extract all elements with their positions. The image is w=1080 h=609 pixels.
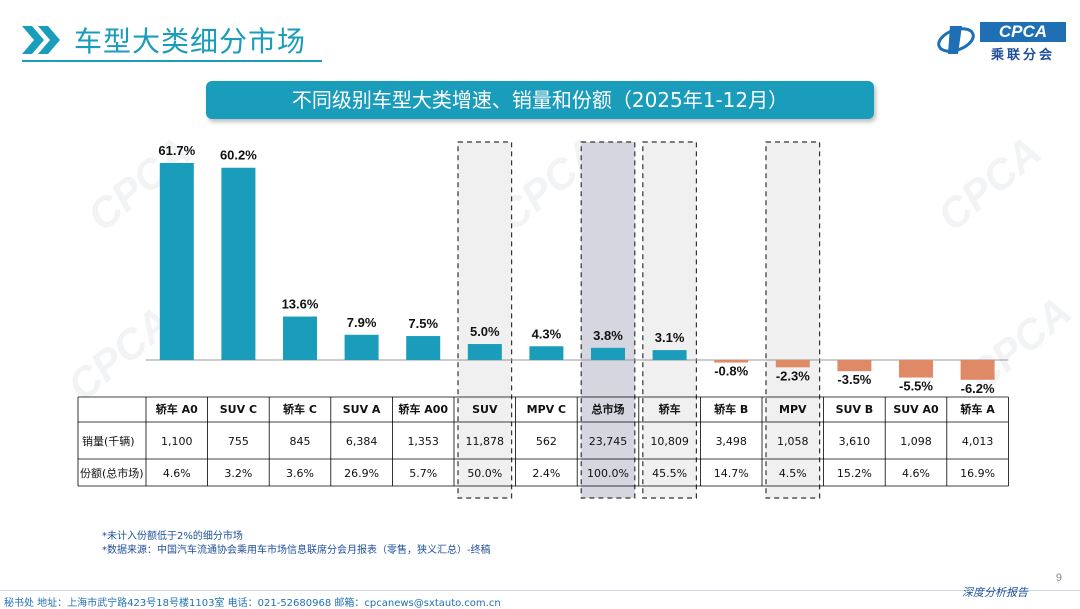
table-header-6: MPV C: [527, 403, 566, 416]
table-header-7: 总市场: [592, 402, 625, 416]
table-sales-7: 23,745: [589, 435, 628, 448]
table-header-8: 轿车: [659, 402, 681, 416]
highlight-box-8: [642, 141, 697, 499]
table-share-4: 5.7%: [409, 467, 437, 480]
bar-0: [159, 162, 194, 360]
table-header-11: SUV B: [836, 403, 874, 416]
data-label-1: 60.2%: [220, 148, 257, 163]
table-sales-1: 755: [228, 435, 249, 448]
data-label-9: -0.8%: [714, 364, 748, 379]
table-header-13: 轿车 A: [960, 402, 995, 416]
table-sales-10: 1,058: [777, 435, 809, 448]
table-header-3: SUV A: [343, 403, 381, 416]
data-label-10: -2.3%: [776, 368, 810, 383]
bar-8: [652, 350, 687, 360]
table-sales-2: 845: [290, 435, 311, 448]
table-share-3: 26.9%: [344, 467, 379, 480]
logo-emblem-icon: [937, 26, 975, 54]
table-header-1: SUV C: [220, 403, 257, 416]
data-label-7: 3.8%: [593, 328, 623, 343]
table-share-0: 4.6%: [163, 467, 191, 480]
table-share-11: 15.2%: [837, 467, 872, 480]
table-share-6: 2.4%: [532, 467, 560, 480]
highlight-box-10: [765, 141, 821, 499]
data-label-2: 13.6%: [282, 297, 319, 312]
table-share-9: 14.7%: [714, 467, 749, 480]
page-header: 车型大类细分市场: [22, 20, 306, 60]
footnote-share: *未计入份额低于2%的细分市场: [102, 531, 243, 542]
page-title: 车型大类细分市场: [74, 25, 307, 58]
table-header-4: 轿车 A00: [398, 402, 448, 416]
footer-divider: [0, 590, 1080, 591]
chart-title: 不同级别车型大类增速、销量和份额（2025年1-12月）: [206, 81, 874, 119]
bar-4: [406, 336, 441, 360]
cpca-logo: CPCA 乘联分会: [936, 18, 1066, 62]
bar-2: [283, 316, 317, 360]
table-share-10: 4.5%: [779, 467, 807, 480]
data-label-3: 7.9%: [347, 315, 377, 330]
footer-address: 秘书处 地址：上海市武宁路423号18号楼1103室 电话：021-526809…: [4, 598, 501, 609]
data-label-11: -3.5%: [837, 372, 871, 387]
table-header-12: SUV A0: [893, 403, 939, 416]
table-sales-11: 3,610: [839, 435, 871, 448]
table-share-12: 4.6%: [902, 467, 930, 480]
data-label-4: 7.5%: [408, 316, 438, 331]
logo-badge: CPCA: [980, 22, 1066, 42]
bar-7: [591, 347, 625, 360]
table-sales-8: 10,809: [650, 435, 689, 448]
table-share-13: 16.9%: [960, 467, 995, 480]
table-sales-0: 1,100: [161, 435, 193, 448]
bar-11: [837, 360, 872, 372]
data-label-13: -6.2%: [961, 381, 995, 396]
bar-6: [529, 346, 564, 360]
table-header-10: MPV: [779, 403, 807, 416]
table-sales-13: 4,013: [962, 435, 994, 448]
table-sales-5: 11,878: [466, 435, 505, 448]
footnote-source: *数据来源：中国汽车流通协会乘用车市场信息联席分会月报表（零售，狭义汇总）-终稿: [102, 545, 491, 556]
table-share-8: 45.5%: [652, 467, 687, 480]
highlight-box-5: [457, 141, 513, 499]
table-row-label-sales: 销量(千辆): [82, 434, 135, 448]
table-sales-6: 562: [536, 435, 557, 448]
bar-9: [714, 360, 749, 363]
table-sales-9: 3,498: [715, 435, 747, 448]
bar-1: [221, 167, 256, 360]
table-row-label-share: 份额(总市场): [80, 466, 144, 480]
data-label-12: -5.5%: [899, 379, 933, 394]
data-label-5: 5.0%: [470, 324, 500, 339]
table-sales-4: 1,353: [407, 435, 439, 448]
footnotes: *未计入份额低于2%的细分市场 *数据来源：中国汽车流通协会乘用车市场信息联席分…: [102, 530, 491, 558]
table-sales-12: 1,098: [900, 435, 932, 448]
bar-12: [899, 360, 933, 378]
footer-report-label: 深度分析报告: [962, 586, 1028, 599]
table-share-7: 100.0%: [587, 467, 629, 480]
title-underline: [22, 60, 322, 62]
bar-5: [467, 344, 502, 360]
table-share-1: 3.2%: [224, 467, 252, 480]
chevron-double-icon: [22, 26, 60, 54]
bar-10: [775, 360, 810, 368]
table-header-2: 轿车 C: [283, 402, 317, 416]
logo-cn-text: 乘联分会: [990, 47, 1055, 62]
table-header-9: 轿车 B: [714, 402, 748, 416]
data-label-6: 4.3%: [532, 326, 562, 341]
table-share-2: 3.6%: [286, 467, 314, 480]
page-number: 9: [1055, 572, 1062, 584]
bar-13: [960, 360, 995, 380]
table-sales-3: 6,384: [346, 435, 378, 448]
data-label-8: 3.1%: [655, 330, 685, 345]
table-header-5: SUV: [472, 403, 498, 416]
table-header-0: 轿车 A0: [156, 402, 198, 416]
highlight-box-7: [580, 141, 636, 499]
table-share-5: 50.0%: [467, 467, 502, 480]
data-label-0: 61.7%: [158, 143, 195, 158]
bar-3: [344, 334, 379, 360]
